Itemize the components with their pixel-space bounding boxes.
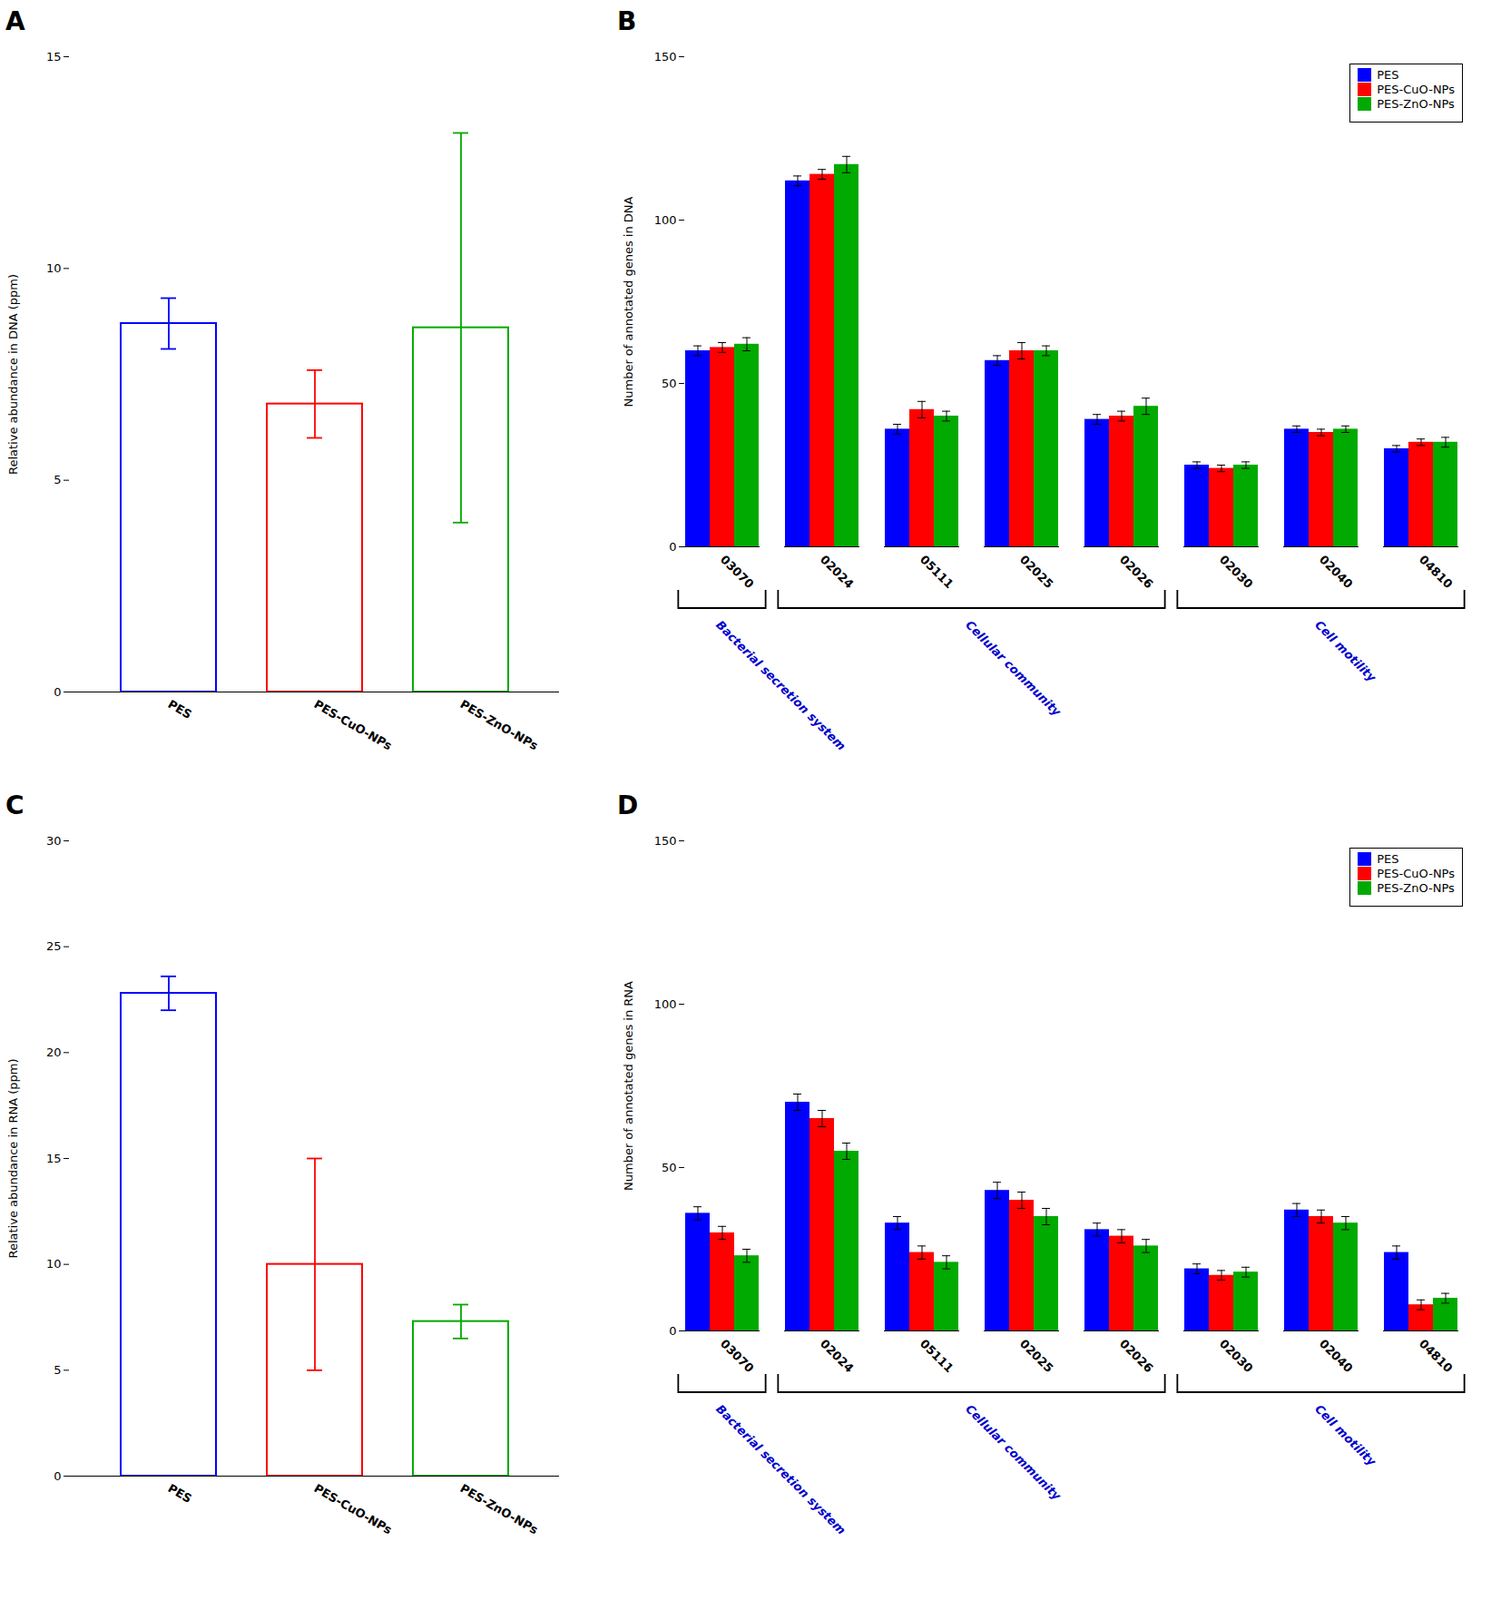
svg-text:03070: 03070 <box>717 552 757 592</box>
svg-text:5: 5 <box>53 1363 61 1377</box>
svg-text:Cell motility: Cell motility <box>1312 618 1380 686</box>
svg-text:02025: 02025 <box>1017 552 1057 592</box>
svg-text:10: 10 <box>46 261 62 275</box>
svg-text:05111: 05111 <box>917 552 957 592</box>
html-text:C: C <box>5 790 25 821</box>
html-text:A: A <box>5 6 26 37</box>
svg-text:100: 100 <box>654 213 677 227</box>
html-text:PES: PES <box>1376 68 1399 82</box>
svg-text:02026: 02026 <box>1117 552 1157 592</box>
svg-text:5: 5 <box>53 472 61 487</box>
svg-text:0: 0 <box>53 1469 61 1483</box>
html-text:PES: PES <box>1376 852 1399 866</box>
svg-text:Number of annotated genes in R: Number of annotated genes in RNA <box>621 981 636 1191</box>
svg-text:0: 0 <box>668 539 677 554</box>
svg-text:PES-ZnO-NPs: PES-ZnO-NPs <box>457 696 540 753</box>
svg-text:150: 150 <box>654 49 677 64</box>
svg-text:04810: 04810 <box>1416 1336 1456 1376</box>
html-text:PES-CuO-NPs: PES-CuO-NPs <box>1376 82 1455 97</box>
svg-text:0: 0 <box>53 685 61 699</box>
svg-text:PES: PES <box>165 1481 195 1506</box>
svg-text:20: 20 <box>46 1045 62 1060</box>
svg-text:04810: 04810 <box>1416 552 1456 592</box>
svg-text:02030: 02030 <box>1216 1336 1256 1376</box>
svg-text:Relative abundance in RNA (ppm: Relative abundance in RNA (ppm) <box>6 1058 20 1258</box>
svg-text:02025: 02025 <box>1017 1336 1057 1376</box>
svg-text:0: 0 <box>668 1324 677 1338</box>
html-text:PES-ZnO-NPs: PES-ZnO-NPs <box>1376 97 1455 111</box>
svg-text:50: 50 <box>661 1160 677 1175</box>
svg-text:02040: 02040 <box>1316 1336 1356 1376</box>
svg-text:30: 30 <box>46 833 62 848</box>
svg-text:Cell motility: Cell motility <box>1312 1402 1380 1470</box>
svg-text:PES: PES <box>165 696 195 722</box>
html-text:PES-CuO-NPs: PES-CuO-NPs <box>1376 866 1455 881</box>
svg-text:03070: 03070 <box>717 1336 757 1376</box>
svg-text:PES-CuO-NPs: PES-CuO-NPs <box>311 1481 394 1537</box>
svg-text:02026: 02026 <box>1117 1336 1157 1376</box>
svg-text:Relative abundance in DNA (ppm: Relative abundance in DNA (ppm) <box>6 274 20 475</box>
html-text:PES-ZnO-NPs: PES-ZnO-NPs <box>1376 881 1455 895</box>
svg-text:25: 25 <box>46 939 62 953</box>
svg-text:50: 50 <box>661 376 677 391</box>
svg-text:PES-CuO-NPs: PES-CuO-NPs <box>311 696 394 753</box>
svg-text:Bacterial secretion system: Bacterial secretion system <box>713 1402 849 1538</box>
svg-text:10: 10 <box>46 1256 62 1271</box>
svg-text:15: 15 <box>46 1151 62 1166</box>
svg-text:02030: 02030 <box>1216 552 1256 592</box>
svg-text:02024: 02024 <box>817 552 857 592</box>
svg-text:05111: 05111 <box>917 1336 957 1376</box>
svg-text:15: 15 <box>46 49 62 64</box>
svg-text:Cellular community: Cellular community <box>962 1402 1064 1503</box>
svg-text:02040: 02040 <box>1316 552 1356 592</box>
svg-text:PES-ZnO-NPs: PES-ZnO-NPs <box>457 1481 540 1537</box>
svg-text:Cellular community: Cellular community <box>962 618 1064 719</box>
svg-text:Number of annotated genes in D: Number of annotated genes in DNA <box>621 196 636 407</box>
svg-text:02024: 02024 <box>817 1336 857 1376</box>
svg-text:100: 100 <box>654 997 677 1011</box>
html-text:B: B <box>617 6 637 37</box>
svg-text:150: 150 <box>654 833 677 848</box>
html-text:D: D <box>617 790 639 821</box>
svg-text:Bacterial secretion system: Bacterial secretion system <box>713 618 849 754</box>
